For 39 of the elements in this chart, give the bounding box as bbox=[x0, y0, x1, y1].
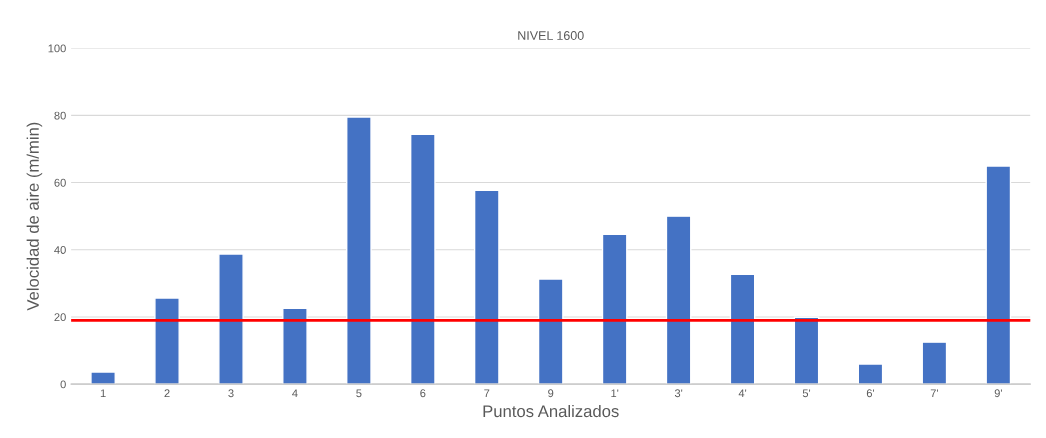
x-tick-label: 9 bbox=[548, 389, 554, 398]
bar bbox=[601, 233, 628, 385]
bar bbox=[921, 341, 948, 385]
bar bbox=[473, 189, 500, 385]
bar bbox=[729, 273, 756, 385]
y-tick-label: 60 bbox=[54, 178, 66, 187]
x-tick-label: 5' bbox=[802, 389, 811, 398]
y-tick-label: 100 bbox=[48, 44, 66, 53]
y-tick-label: 40 bbox=[54, 246, 66, 254]
x-tick-label: 6 bbox=[420, 389, 426, 398]
x-tick-label: 7' bbox=[930, 389, 938, 398]
x-tick-label: 2 bbox=[164, 389, 170, 398]
chart-title: NIVEL 1600 bbox=[518, 31, 584, 40]
x-tick-label: 1 bbox=[100, 389, 106, 398]
bar bbox=[218, 253, 244, 385]
x-tick-label: 9' bbox=[994, 389, 1002, 398]
x-tick-label: 3' bbox=[674, 389, 683, 398]
x-tick-label: 3 bbox=[228, 389, 234, 398]
bar bbox=[985, 165, 1012, 385]
bar bbox=[90, 371, 116, 385]
bar bbox=[793, 316, 820, 385]
bar bbox=[409, 133, 436, 385]
y-tick-label: 20 bbox=[54, 313, 66, 322]
bar bbox=[537, 278, 564, 385]
x-tick-label: 4 bbox=[292, 389, 298, 398]
x-tick-label: 5 bbox=[356, 389, 362, 398]
x-tick-label: 1' bbox=[611, 389, 619, 398]
y-tick-label: 80 bbox=[54, 111, 66, 120]
x-tick-label: 6' bbox=[866, 389, 875, 398]
bar bbox=[857, 363, 884, 385]
x-tick-label: 4' bbox=[738, 389, 747, 398]
bar bbox=[154, 297, 180, 385]
y-axis-title: Velocidad de aire (m/min) bbox=[26, 122, 43, 311]
y-tick-label: 0 bbox=[60, 380, 66, 389]
bar bbox=[282, 307, 308, 385]
bar bbox=[346, 116, 372, 385]
bar bbox=[665, 215, 692, 385]
x-tick-label: 7 bbox=[484, 389, 490, 398]
x-axis-title: Puntos Analizados bbox=[483, 404, 619, 418]
